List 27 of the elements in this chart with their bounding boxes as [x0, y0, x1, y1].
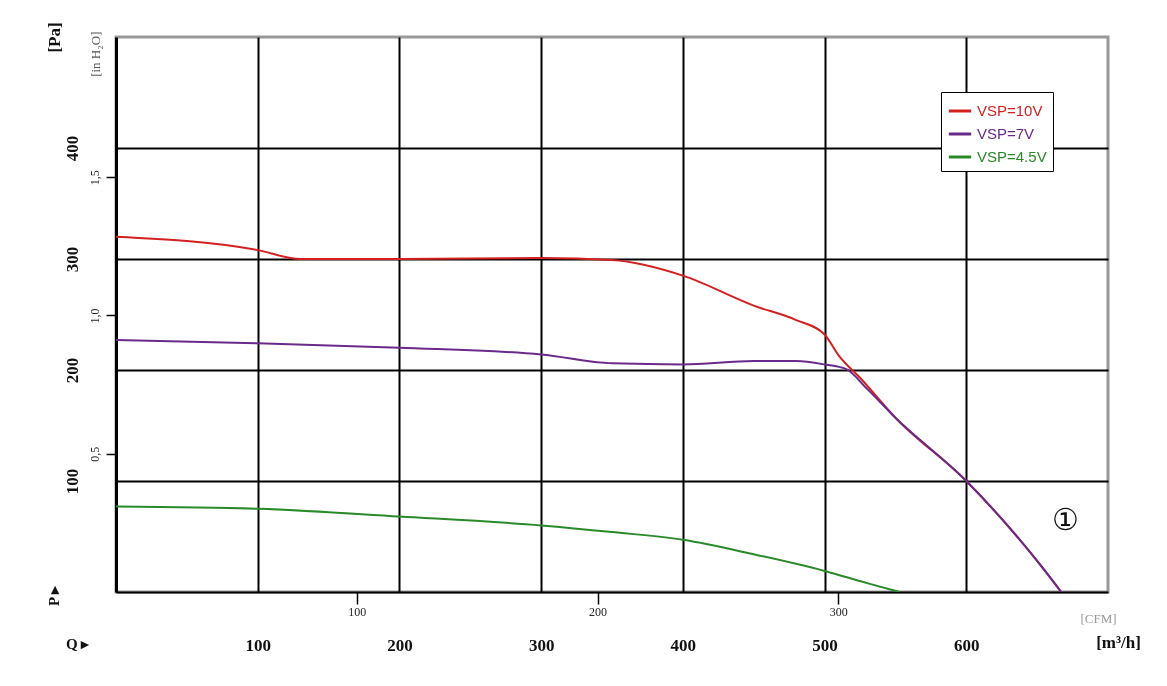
- y-tick-label: 400: [62, 135, 82, 162]
- x2-tick-label: 300: [829, 604, 848, 619]
- y-axis-title: [Pa]: [44, 22, 64, 53]
- legend-label: VSP=4.5V: [977, 148, 1047, 165]
- x-tick-label: 200: [387, 635, 413, 655]
- text: P ▸: [46, 584, 62, 606]
- legend-label: VSP=7V: [977, 125, 1035, 142]
- y-tick-label: 100: [62, 468, 82, 495]
- y2-tick-label: 1,5: [87, 170, 102, 186]
- x-axis-title: [m³/h]: [1096, 632, 1141, 652]
- y2-tick-label: 0,5: [87, 446, 102, 462]
- y-tick-label: 200: [62, 357, 82, 384]
- y2-axis-title: [in H₂O]: [87, 31, 103, 77]
- y2-tick-label: 1,0: [87, 308, 102, 324]
- x-tick-label: 300: [528, 635, 555, 655]
- x-tick-label: 400: [670, 635, 697, 655]
- x2-axis-title: [CFM]: [1080, 610, 1117, 626]
- x2-tick-label: 100: [348, 604, 367, 619]
- text: Q ▸: [66, 636, 91, 652]
- annotation: ①: [1051, 503, 1079, 536]
- x2-tick-label: 200: [589, 604, 608, 619]
- x-tick-label: 600: [954, 635, 980, 655]
- x-tick-label: 100: [245, 635, 271, 655]
- x-tick-label: 500: [812, 635, 838, 655]
- legend-label: VSP=10V: [977, 102, 1043, 119]
- line-series: [116, 505, 901, 592]
- y-tick-label: 300: [62, 246, 82, 273]
